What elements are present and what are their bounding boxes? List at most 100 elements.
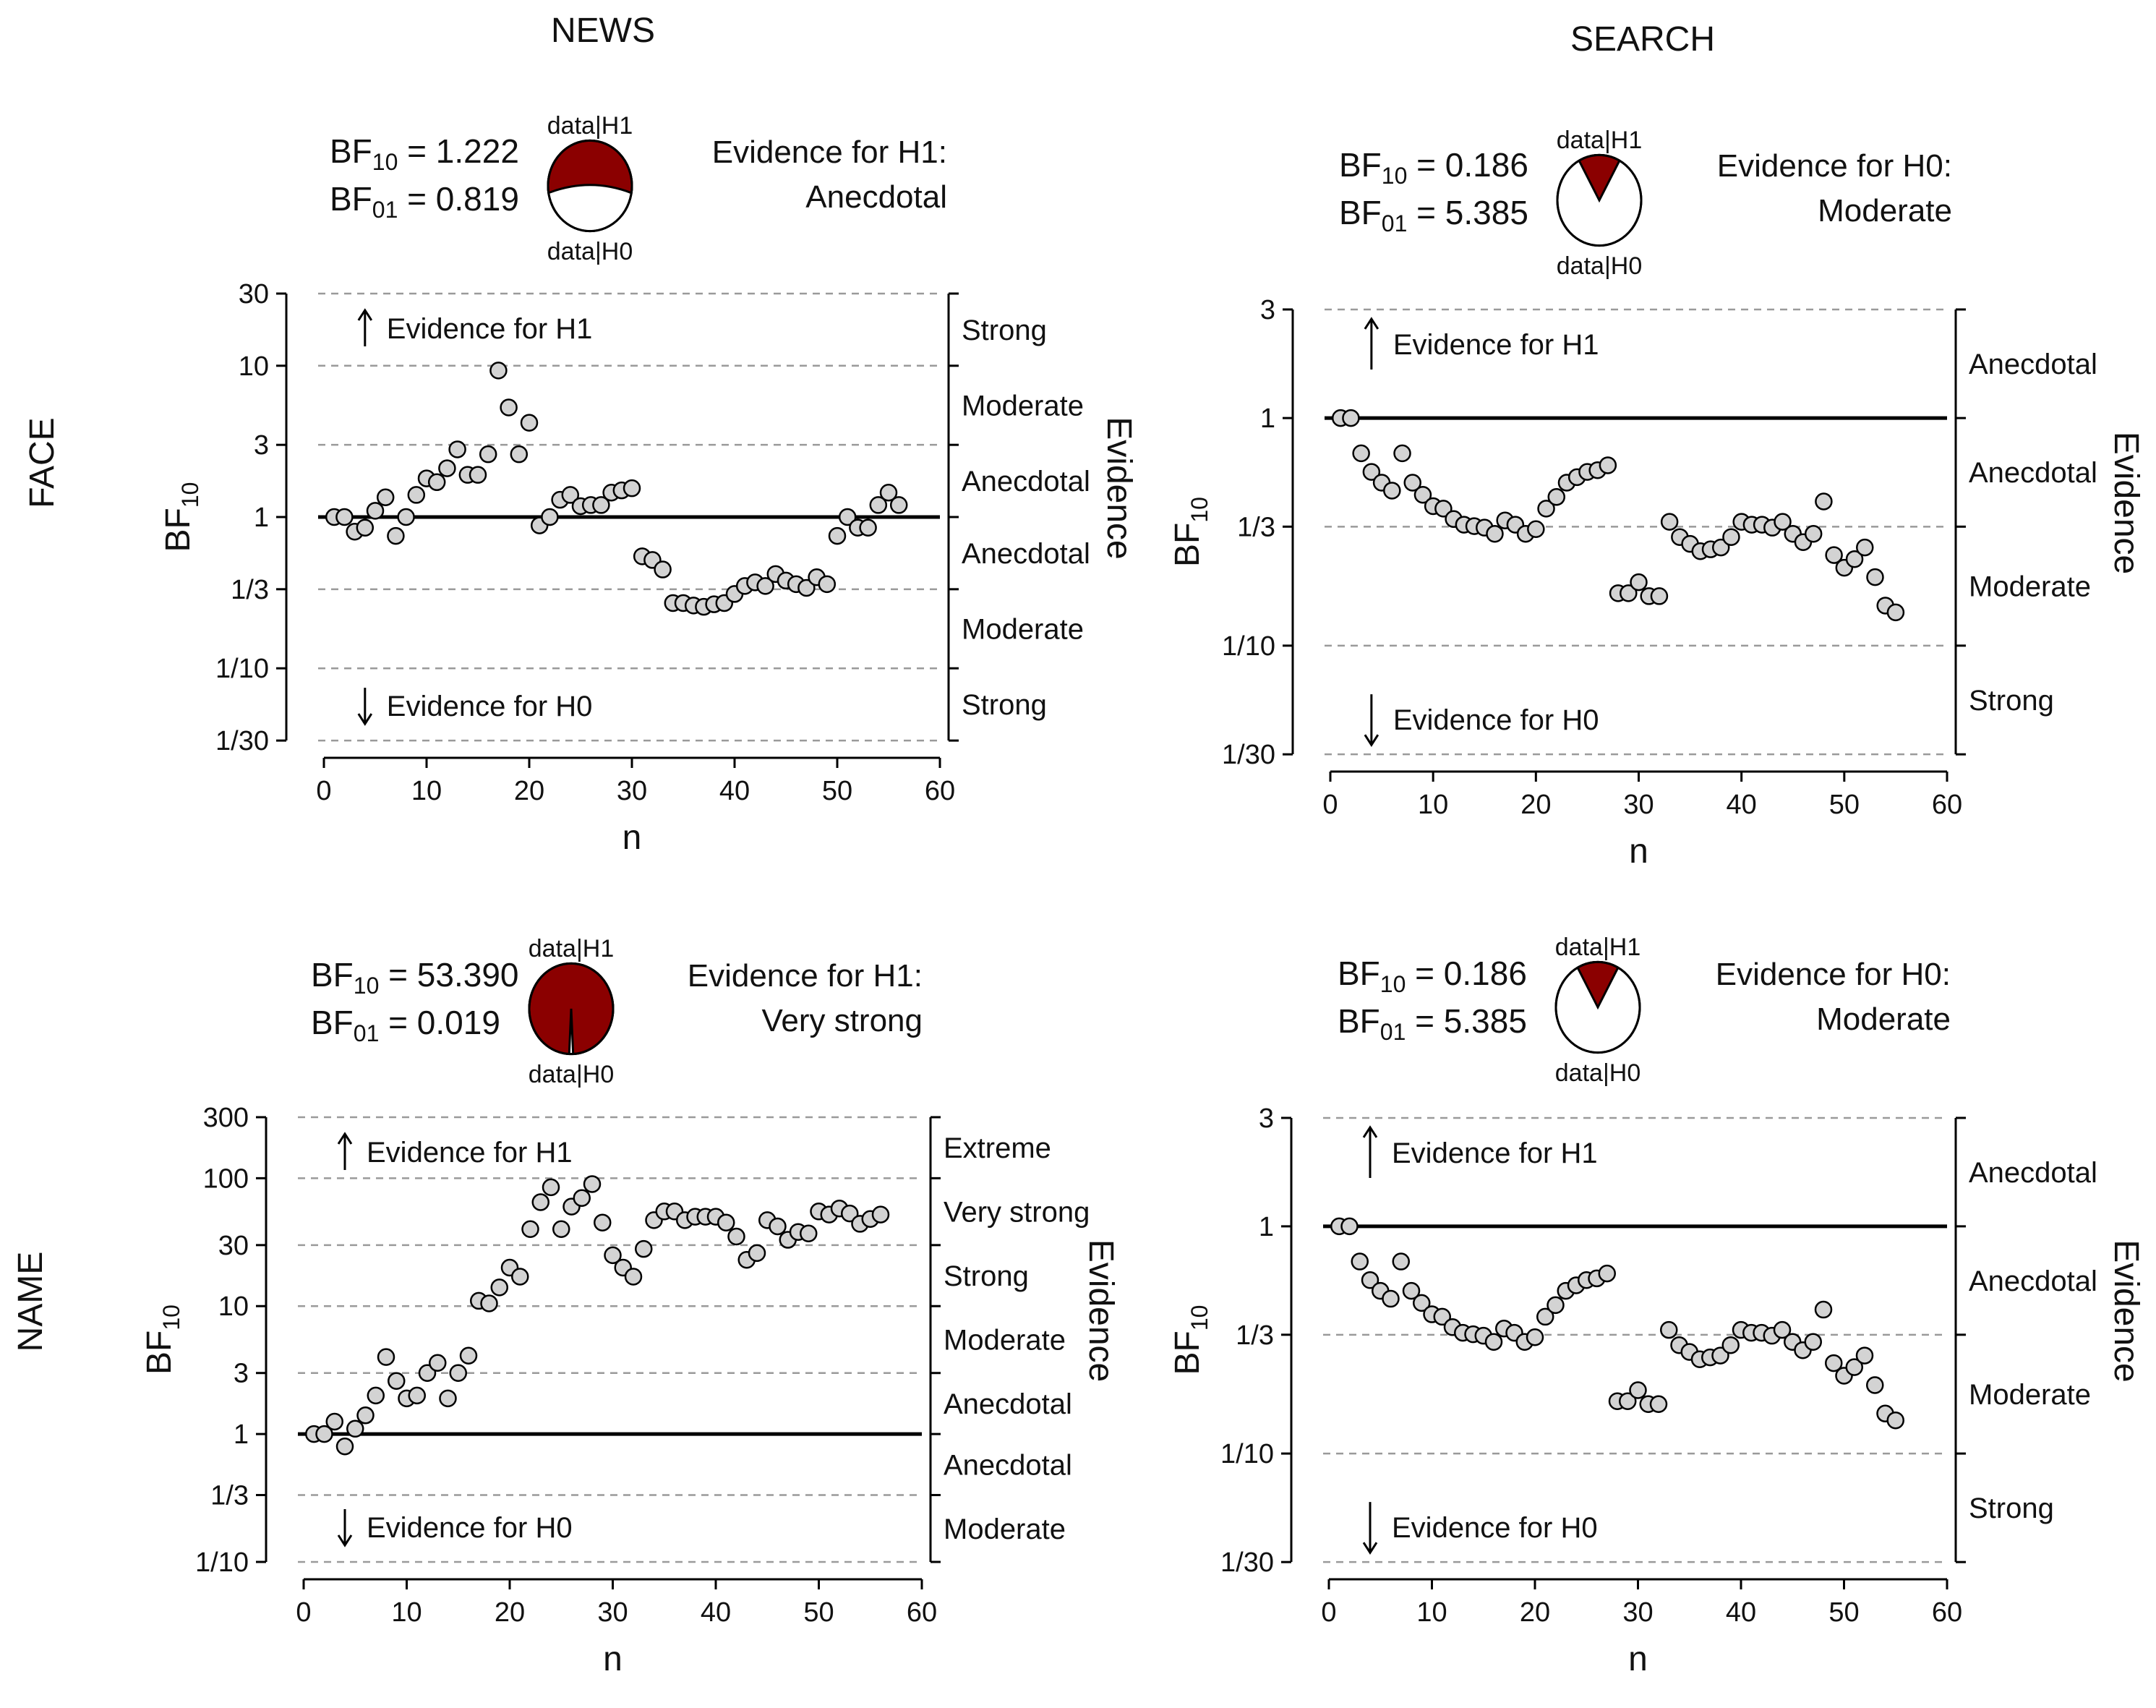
evidence-category-label: Anecdotal (1969, 1265, 2097, 1297)
evidence-category-label: Moderate (944, 1513, 1066, 1545)
evidence-title: Evidence for H1: (712, 134, 947, 170)
y-tick-label: 1/10 (195, 1547, 249, 1578)
data-point (1866, 568, 1884, 586)
y-tick-label: 1/3 (1236, 1320, 1274, 1351)
data-point (387, 526, 405, 545)
row-title-face: FACE (23, 417, 61, 508)
x-tick-label: 0 (1322, 790, 1338, 820)
data-point (315, 1425, 333, 1443)
data-point (1547, 1296, 1565, 1315)
data-point (1362, 463, 1381, 481)
evidence-title: Evidence for H1: (688, 958, 923, 994)
evidence-category-label: Anecdotal (944, 1388, 1072, 1420)
bf01-text: BF01 = 0.019 (311, 1004, 500, 1046)
row-title-name: NAME (12, 1252, 50, 1352)
pie-label-h1: data|H1 (529, 935, 614, 962)
x-tick-label: 20 (495, 1597, 525, 1628)
arrow-label-h0: Evidence for H0 (387, 691, 593, 722)
x-tick-label: 20 (1520, 1597, 1550, 1628)
probability-wheel: data|H1 data|H0 (1554, 934, 1641, 1087)
data-point (1340, 1217, 1359, 1236)
data-point (1855, 1346, 1874, 1365)
data-point (1886, 1411, 1904, 1430)
evidence-category-label: Anecdotal (1969, 457, 2097, 489)
data-point (1711, 1346, 1729, 1365)
x-tick-label: 10 (1416, 1597, 1447, 1628)
data-point (592, 496, 610, 514)
data-point (1660, 1320, 1678, 1339)
data-point (541, 508, 559, 526)
y-tick-label: 1/3 (210, 1481, 249, 1511)
x-tick-label: 30 (1622, 1597, 1653, 1628)
data-point (838, 508, 857, 526)
data-point (1619, 1392, 1637, 1410)
evidence-title: Evidence for H0: (1716, 957, 1951, 992)
data-point (1413, 1294, 1431, 1312)
y-tick-label: 100 (203, 1163, 249, 1194)
x-tick-label: 50 (803, 1597, 834, 1628)
bf01-text: BF01 = 5.385 (1339, 194, 1528, 236)
evidence-category-label: Moderate (1969, 571, 2091, 603)
evidence-level: Anecdotal (805, 179, 947, 215)
data-point (1484, 1333, 1503, 1351)
arrow-label-h1: Evidence for H1 (387, 313, 593, 345)
data-point (879, 483, 898, 502)
y-axis-title: BF10 (1168, 1305, 1212, 1375)
evidence-category-label: Anecdotal (962, 538, 1090, 570)
data-point (1352, 444, 1370, 463)
evidence-level: Moderate (1818, 193, 1952, 229)
y-tick-label: 30 (218, 1231, 249, 1261)
data-point (438, 459, 456, 477)
data-point (871, 1205, 890, 1224)
pie-h1-slice (547, 139, 633, 195)
data-point (439, 1389, 457, 1408)
x-tick-label: 0 (1321, 1597, 1336, 1628)
data-point (448, 440, 466, 458)
column-title-search: SEARCH (1570, 20, 1715, 59)
evidence-category-label: Strong (944, 1260, 1029, 1292)
y-tick-label: 30 (239, 279, 269, 309)
bf10-text: BF10 = 0.186 (1338, 955, 1527, 997)
y-tick-label: 3 (1259, 1103, 1274, 1134)
y-tick-label: 300 (203, 1103, 249, 1133)
data-point (1403, 474, 1421, 492)
right-axis-title: Evidence (1100, 417, 1138, 559)
arrow-down-head-icon (337, 1534, 353, 1547)
evidence-category-label: Anecdotal (962, 466, 1090, 498)
pie-outline (1554, 960, 1641, 1054)
data-point (1804, 1333, 1822, 1351)
data-point (1547, 488, 1566, 506)
evidence-category-label: Extreme (944, 1132, 1051, 1164)
data-point (325, 1412, 343, 1431)
data-point (717, 1213, 735, 1231)
y-tick-label: 1 (1259, 1212, 1274, 1242)
y-axis-title: BF10 (1168, 497, 1212, 567)
data-point (1434, 500, 1453, 518)
data-point (800, 1224, 818, 1242)
data-point (489, 362, 508, 380)
probability-wheel: data|H1 data|H0 (547, 112, 633, 265)
data-point (1361, 1271, 1379, 1289)
x-tick-label: 60 (925, 776, 955, 806)
data-point (346, 1419, 364, 1438)
arrow-down-head-icon (357, 713, 373, 726)
data-point (1536, 1307, 1554, 1326)
data-point (1856, 538, 1874, 557)
data-point (1886, 603, 1905, 622)
data-point (1402, 1281, 1421, 1300)
probability-wheel: data|H1 data|H0 (528, 935, 615, 1088)
bf10-text: BF10 = 1.222 (330, 132, 519, 175)
data-point (889, 496, 908, 514)
panel-search-name: BF10 = 0.186 BF01 = 5.385 data|H1 data|H0 Ev… (1168, 934, 2145, 1678)
evidence-level: Moderate (1816, 1002, 1951, 1037)
data-point (1537, 500, 1555, 518)
data-point (623, 479, 641, 498)
arrow-up-head-icon (1362, 1125, 1378, 1138)
data-point (1383, 482, 1401, 500)
data-point (573, 1189, 591, 1208)
data-point (769, 1217, 787, 1236)
data-point (1660, 513, 1679, 531)
evidence-category-label: Anecdotal (1969, 1157, 2097, 1189)
data-point (797, 578, 816, 597)
